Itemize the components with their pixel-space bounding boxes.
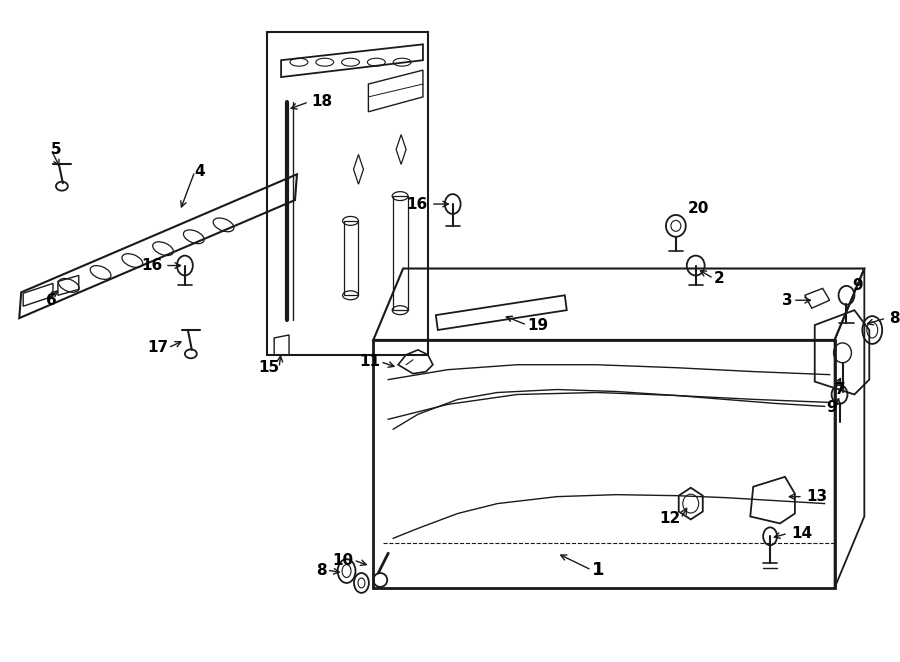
Text: 2: 2: [714, 271, 724, 286]
Text: 5: 5: [51, 142, 61, 157]
Text: 13: 13: [806, 489, 828, 504]
Text: 9: 9: [826, 400, 837, 415]
Text: 20: 20: [688, 201, 709, 216]
Text: 8: 8: [889, 310, 900, 326]
Text: 6: 6: [46, 293, 57, 308]
Text: 15: 15: [258, 360, 279, 375]
Text: 14: 14: [791, 526, 812, 541]
Text: 17: 17: [147, 340, 168, 355]
Text: 8: 8: [316, 563, 327, 577]
Text: 16: 16: [407, 197, 428, 212]
Text: 11: 11: [359, 354, 381, 369]
Text: 1: 1: [591, 561, 604, 579]
Text: 18: 18: [310, 95, 332, 109]
Text: 9: 9: [852, 278, 863, 293]
Text: 4: 4: [194, 164, 205, 179]
Text: 7: 7: [834, 382, 845, 397]
Text: 10: 10: [332, 553, 354, 567]
Text: 19: 19: [527, 318, 548, 332]
Text: 12: 12: [660, 511, 680, 526]
Text: 16: 16: [140, 258, 162, 273]
Text: 3: 3: [782, 293, 793, 308]
